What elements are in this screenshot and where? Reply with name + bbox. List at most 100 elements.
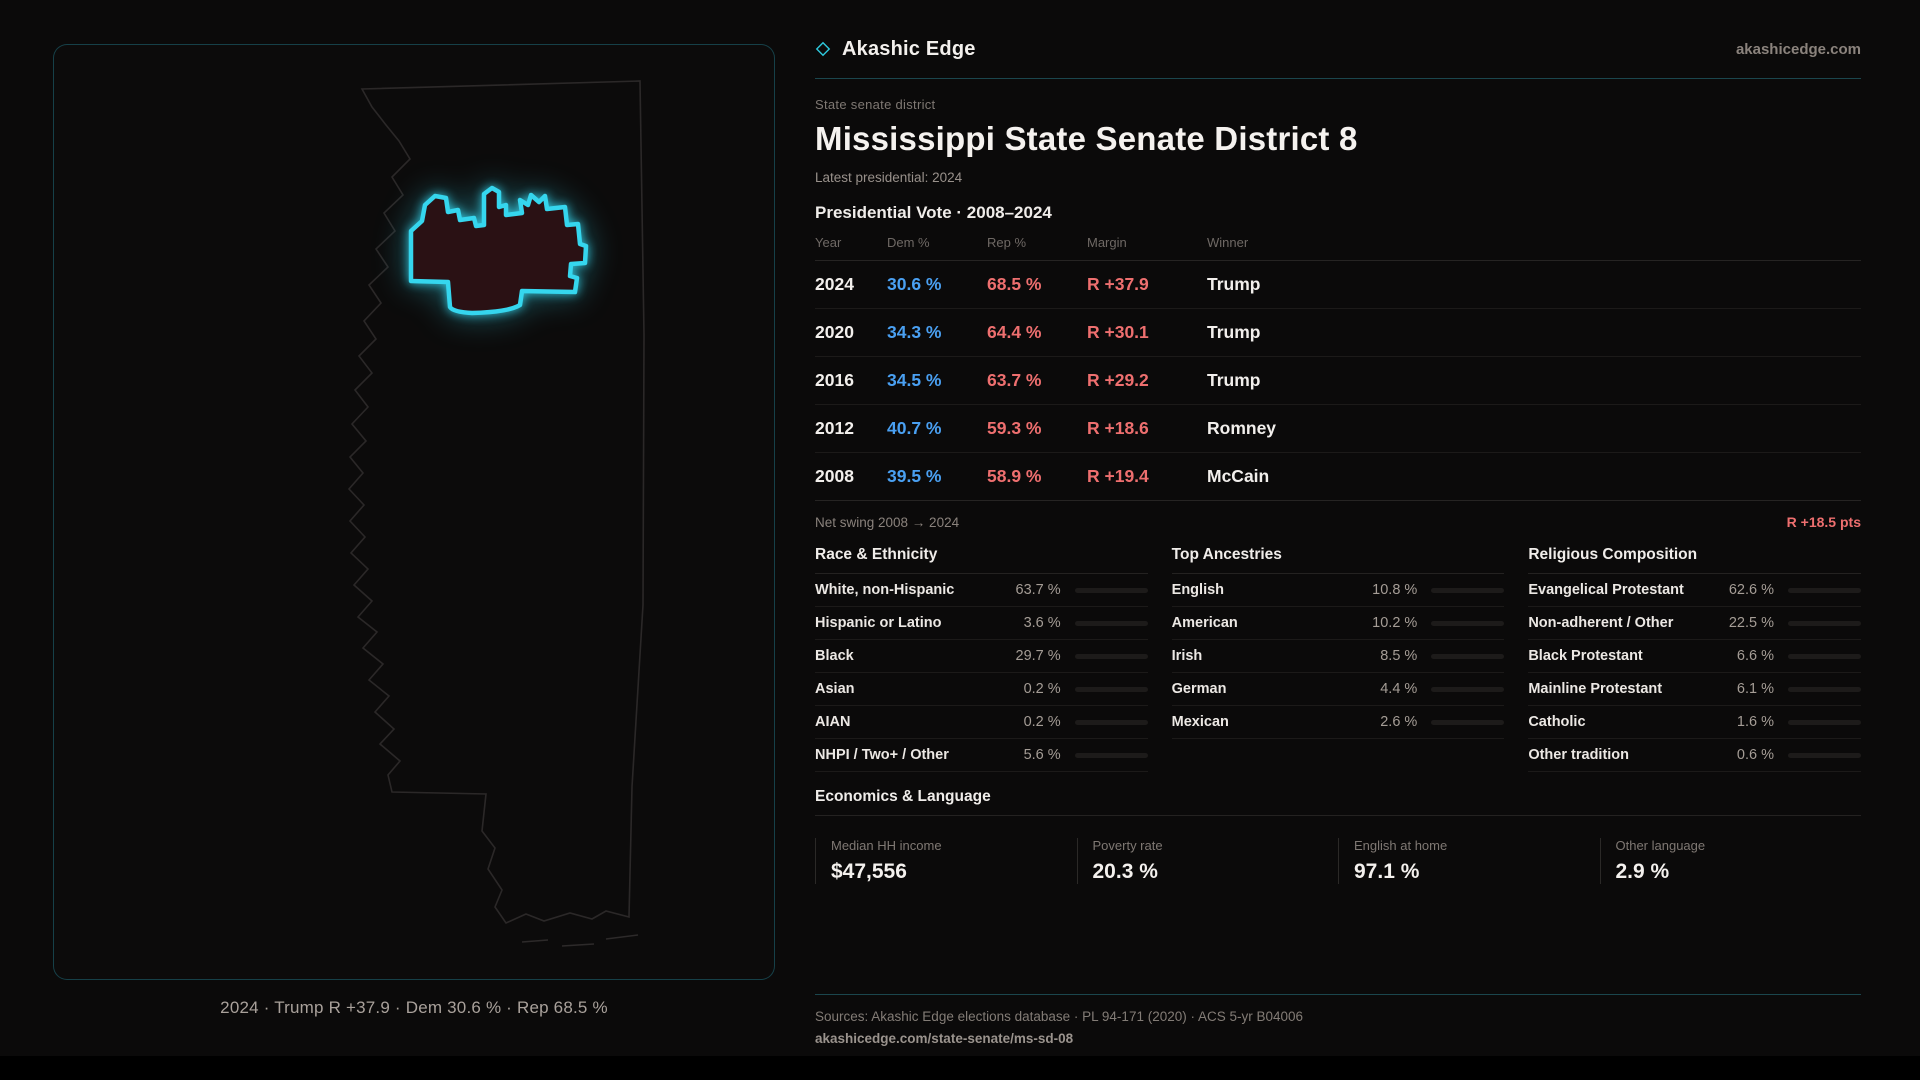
table-row: 2012 40.7 % 59.3 % R +18.6 Romney — [815, 405, 1861, 453]
demo-label: English — [1171, 582, 1225, 598]
stat-median-income: Median HH income $47,556 — [815, 838, 1077, 884]
stat-label: Poverty rate — [1092, 838, 1163, 853]
margin-cell: R +29.2 — [1087, 370, 1149, 390]
year-cell: 2024 — [815, 274, 854, 294]
demo-bar — [1787, 686, 1861, 692]
demo-bar — [1431, 719, 1505, 725]
margin-cell: R +30.1 — [1087, 322, 1149, 342]
dem-cell: 30.6 % — [887, 274, 942, 294]
demo-value: 4.4 % — [1380, 681, 1418, 697]
table-row: 2008 39.5 % 58.9 % R +19.4 McCain — [815, 453, 1861, 501]
list-item: Catholic 1.6 % — [1528, 706, 1861, 739]
demo-value: 0.2 % — [1023, 681, 1061, 697]
demo-bar — [1431, 620, 1505, 626]
table-header-row: Year Dem % Rep % Margin Winner — [815, 235, 1861, 261]
bottom-strip — [0, 1056, 1920, 1080]
demo-label: Black — [815, 648, 854, 664]
demo-bar — [1431, 587, 1505, 593]
stat-value: 2.9 % — [1615, 860, 1670, 883]
demo-label: Other tradition — [1528, 747, 1630, 763]
list-item: Other tradition 0.6 % — [1528, 739, 1861, 772]
winner-cell: Trump — [1207, 322, 1261, 342]
brand-header: Akashic Edge akashicedge.com — [815, 36, 1861, 62]
demo-label: Evangelical Protestant — [1528, 582, 1684, 598]
rep-cell: 63.7 % — [987, 370, 1042, 390]
demo-bar — [1431, 686, 1505, 692]
permalink[interactable]: akashicedge.com/state-senate/ms-sd-08 — [815, 1031, 1074, 1046]
kicker: State senate district — [815, 97, 936, 112]
barrier-islands — [521, 934, 639, 947]
demo-bar — [1074, 719, 1148, 725]
list-item: Mainline Protestant 6.1 % — [1528, 673, 1861, 706]
demo-label: Black Protestant — [1528, 648, 1643, 664]
stat-poverty-rate: Poverty rate 20.3 % — [1076, 838, 1339, 884]
demo-value: 6.1 % — [1736, 681, 1774, 697]
col-dem: Dem % — [887, 235, 930, 250]
demographics-grid: Race & Ethnicity White, non-Hispanic 63.… — [815, 546, 1861, 772]
page-title: Mississippi State Senate District 8 — [815, 120, 1358, 157]
demo-label: Asian — [815, 681, 855, 697]
winner-cell: Romney — [1207, 418, 1277, 438]
demo-label: NHPI / Two+ / Other — [815, 747, 949, 763]
demo-bar — [1074, 620, 1148, 626]
list-item: Black 29.7 % — [815, 640, 1148, 673]
demo-value: 62.6 % — [1728, 582, 1774, 598]
dem-cell: 40.7 % — [887, 418, 942, 438]
year-cell: 2008 — [815, 466, 854, 486]
district-shape — [408, 185, 589, 316]
demo-label: Catholic — [1528, 714, 1586, 730]
list-item: German 4.4 % — [1171, 673, 1505, 706]
list-item: NHPI / Two+ / Other 5.6 % — [815, 739, 1148, 772]
ancestries-column: Top Ancestries English 10.8 % American 1… — [1171, 546, 1505, 772]
demo-bar — [1787, 620, 1861, 626]
stat-other-language: Other language 2.9 % — [1599, 838, 1862, 884]
winner-cell: Trump — [1207, 274, 1261, 294]
table-row: 2024 30.6 % 68.5 % R +37.9 Trump — [815, 261, 1861, 309]
rep-cell: 58.9 % — [987, 466, 1042, 486]
demo-bar — [1787, 719, 1861, 725]
content-column: Akashic Edge akashicedge.com State senat… — [815, 0, 1861, 1080]
ancestries-title: Top Ancestries — [1171, 546, 1505, 574]
stat-label: English at home — [1354, 838, 1448, 853]
footer-divider — [815, 994, 1861, 995]
demo-label: AIAN — [815, 714, 851, 730]
demo-label: Mainline Protestant — [1528, 681, 1663, 697]
mississippi-map — [347, 80, 645, 947]
demo-bar — [1074, 653, 1148, 659]
map-panel — [53, 44, 775, 980]
presidential-vote-table: Year Dem % Rep % Margin Winner 2024 30.6… — [815, 235, 1861, 501]
vote-table-title: Presidential Vote · 2008–2024 — [815, 203, 1052, 222]
demo-label: German — [1171, 681, 1227, 697]
demo-value: 22.5 % — [1728, 615, 1774, 631]
brand-domain-link[interactable]: akashicedge.com — [1735, 40, 1861, 58]
col-winner: Winner — [1207, 235, 1249, 250]
year-cell: 2020 — [815, 322, 854, 342]
year-cell: 2012 — [815, 418, 854, 438]
stat-value: 20.3 % — [1092, 860, 1158, 883]
list-item: Mexican 2.6 % — [1171, 706, 1505, 739]
stat-value: 97.1 % — [1354, 860, 1420, 883]
demo-value: 5.6 % — [1023, 747, 1061, 763]
stat-value: $47,556 — [831, 860, 907, 883]
demo-bar — [1074, 686, 1148, 692]
list-item: White, non-Hispanic 63.7 % — [815, 574, 1148, 607]
list-item: English 10.8 % — [1171, 574, 1505, 607]
diamond-icon — [815, 41, 831, 57]
religion-column: Religious Composition Evangelical Protes… — [1528, 546, 1861, 772]
list-item: Irish 8.5 % — [1171, 640, 1505, 673]
demo-bar — [1074, 587, 1148, 593]
table-row: 2020 34.3 % 64.4 % R +30.1 Trump — [815, 309, 1861, 357]
demo-value: 1.6 % — [1736, 714, 1774, 730]
demo-label: American — [1171, 615, 1238, 631]
net-swing-value: R +18.5 pts — [1786, 514, 1861, 530]
col-rep: Rep % — [987, 235, 1027, 250]
dem-cell: 34.5 % — [887, 370, 942, 390]
winner-cell: Trump — [1207, 370, 1261, 390]
list-item: American 10.2 % — [1171, 607, 1505, 640]
state-outline — [347, 80, 645, 925]
net-swing-label: Net swing 2008 → 2024 — [815, 515, 960, 530]
demo-value: 0.2 % — [1023, 714, 1061, 730]
demo-value: 8.5 % — [1380, 648, 1418, 664]
list-item: Asian 0.2 % — [815, 673, 1148, 706]
